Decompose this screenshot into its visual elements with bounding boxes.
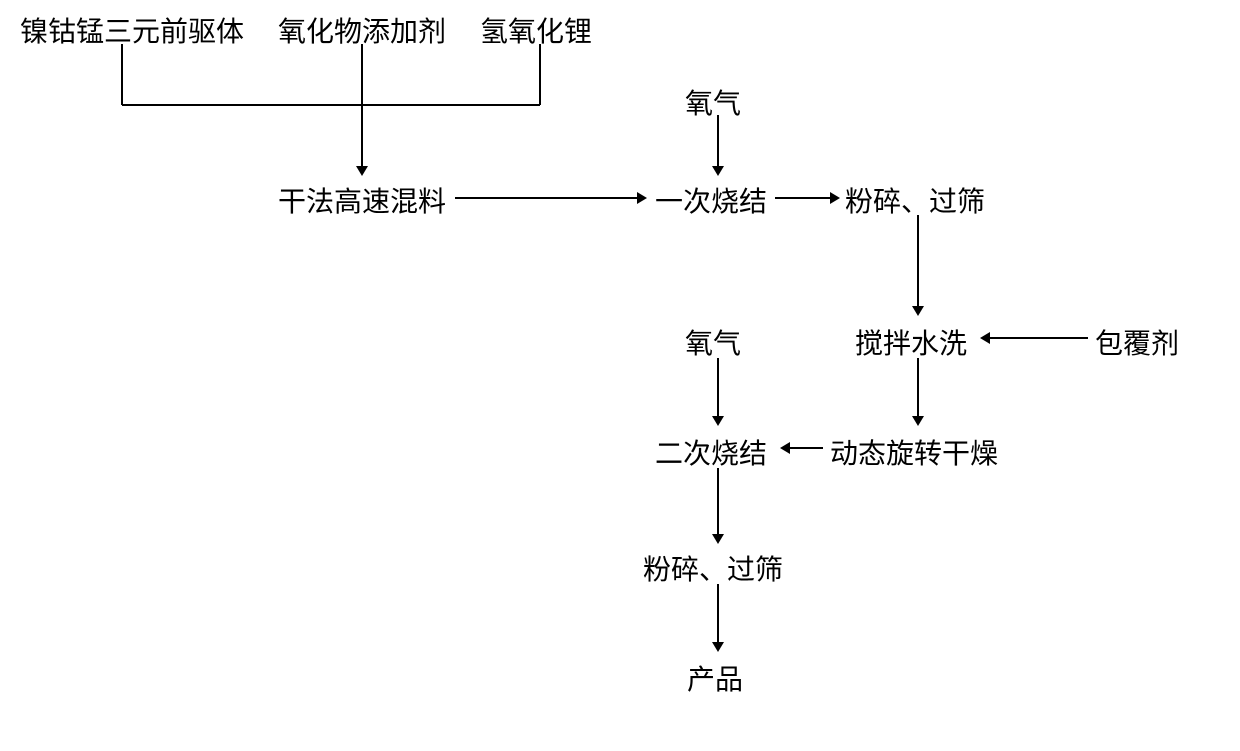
node-n_oxygen2: 氧气 (685, 322, 741, 362)
flowchart-arrows (0, 0, 1240, 751)
node-n_wash: 搅拌水洗 (855, 322, 967, 362)
node-n_coater: 包覆剂 (1095, 322, 1179, 362)
node-n_lioh: 氢氧化锂 (480, 10, 592, 50)
node-n_sinter2: 二次烧结 (655, 432, 767, 472)
node-n_mix: 干法高速混料 (278, 180, 446, 220)
node-n_precursor: 镍钴锰三元前驱体 (20, 10, 244, 50)
node-n_dry: 动态旋转干燥 (830, 432, 998, 472)
node-n_sinter1: 一次烧结 (655, 180, 767, 220)
node-n_crush2: 粉碎、过筛 (643, 548, 783, 588)
node-n_product: 产品 (687, 658, 743, 698)
node-n_crush1: 粉碎、过筛 (845, 180, 985, 220)
node-n_oxygen1: 氧气 (685, 82, 741, 122)
node-n_additive: 氧化物添加剂 (278, 10, 446, 50)
